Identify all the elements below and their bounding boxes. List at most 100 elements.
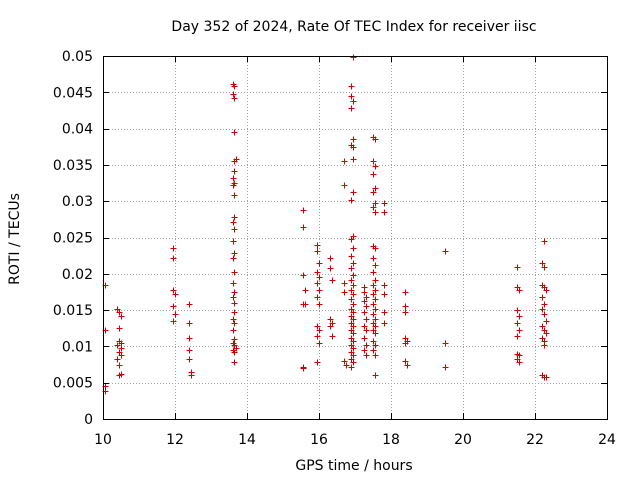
- data-point: [361, 323, 368, 330]
- x-tick-label: 20: [454, 432, 472, 448]
- data-point: [363, 327, 370, 334]
- data-point: [372, 372, 379, 379]
- data-point: [372, 296, 379, 303]
- data-point: [316, 287, 323, 294]
- data-point: [230, 175, 237, 182]
- data-point: [314, 242, 321, 249]
- data-point: [402, 303, 409, 310]
- data-point: [372, 306, 379, 313]
- data-point: [316, 260, 323, 267]
- data-point: [372, 163, 379, 170]
- data-point: [348, 93, 355, 100]
- data-point: [341, 182, 348, 189]
- data-point: [186, 335, 193, 342]
- data-point: [314, 333, 321, 340]
- x-tick-label: 22: [526, 432, 544, 448]
- data-point: [372, 185, 379, 192]
- data-point: [361, 298, 368, 305]
- data-point: [516, 327, 523, 334]
- data-point: [442, 340, 449, 347]
- data-point: [348, 236, 355, 243]
- data-point: [370, 347, 377, 354]
- data-point: [381, 309, 388, 316]
- data-point: [514, 320, 521, 327]
- data-point: [350, 359, 357, 366]
- data-points: [102, 54, 550, 395]
- data-point: [381, 282, 388, 289]
- x-tick-label: 16: [310, 432, 328, 448]
- data-point: [350, 144, 357, 151]
- data-point: [348, 253, 355, 260]
- grid-lines: [103, 56, 607, 419]
- data-point: [402, 340, 409, 347]
- data-point: [327, 323, 334, 330]
- y-tick-labels: 0 0.005 0.01 0.015 0.02 0.025 0.03 0.035 0.04 0.0…: [53, 49, 93, 428]
- data-point: [350, 136, 357, 143]
- data-point: [350, 352, 357, 359]
- data-point: [370, 282, 377, 289]
- data-point: [231, 336, 238, 343]
- data-point: [370, 301, 377, 308]
- x-tick-label: 14: [238, 432, 256, 448]
- data-point: [302, 287, 309, 294]
- data-point: [231, 129, 238, 136]
- data-point: [402, 358, 409, 365]
- data-point: [170, 303, 177, 310]
- data-point: [341, 289, 348, 296]
- data-point: [350, 260, 357, 267]
- data-point: [327, 265, 334, 272]
- data-point: [514, 264, 521, 271]
- data-point: [363, 316, 370, 323]
- data-point: [188, 372, 195, 379]
- data-point: [231, 359, 238, 366]
- y-tick-label: 0.025: [53, 231, 93, 247]
- data-point: [116, 309, 123, 316]
- data-point: [341, 358, 348, 365]
- data-point: [372, 200, 379, 207]
- data-point: [372, 352, 379, 359]
- data-point: [316, 301, 323, 308]
- data-point: [186, 320, 193, 327]
- data-point: [343, 362, 350, 369]
- data-point: [231, 95, 238, 102]
- data-point: [118, 313, 125, 320]
- data-point: [350, 282, 357, 289]
- data-point: [370, 311, 377, 318]
- data-point: [348, 105, 355, 112]
- data-point: [350, 323, 357, 330]
- data-point: [230, 255, 237, 262]
- data-point: [350, 330, 357, 337]
- data-point: [363, 303, 370, 310]
- data-point: [541, 301, 548, 308]
- data-point: [231, 192, 238, 199]
- data-point: [402, 309, 409, 316]
- data-point: [350, 189, 357, 196]
- data-point: [370, 171, 377, 178]
- x-tick-label: 24: [598, 432, 616, 448]
- y-axis-label: ROTI / TECUs: [7, 193, 23, 285]
- data-point: [300, 272, 307, 279]
- x-tick-label: 12: [166, 432, 184, 448]
- data-point: [186, 356, 193, 363]
- axis-ticks: [103, 56, 608, 420]
- data-point: [539, 294, 546, 301]
- data-point: [539, 323, 546, 330]
- data-point: [231, 269, 238, 276]
- y-tick-label: 0: [84, 412, 93, 428]
- data-point: [361, 309, 368, 316]
- data-point: [348, 197, 355, 204]
- data-point: [350, 156, 357, 163]
- data-point: [516, 287, 523, 294]
- data-point: [442, 364, 449, 371]
- x-axis-label: GPS time / hours: [295, 458, 412, 474]
- data-point: [381, 291, 388, 298]
- data-point: [302, 301, 309, 308]
- data-point: [300, 365, 307, 372]
- data-point: [372, 209, 379, 216]
- data-point: [370, 338, 377, 345]
- data-point: [541, 342, 548, 349]
- data-point: [231, 320, 238, 327]
- y-tick-label: 0.005: [53, 376, 93, 392]
- data-point: [114, 356, 121, 363]
- data-point: [348, 83, 355, 90]
